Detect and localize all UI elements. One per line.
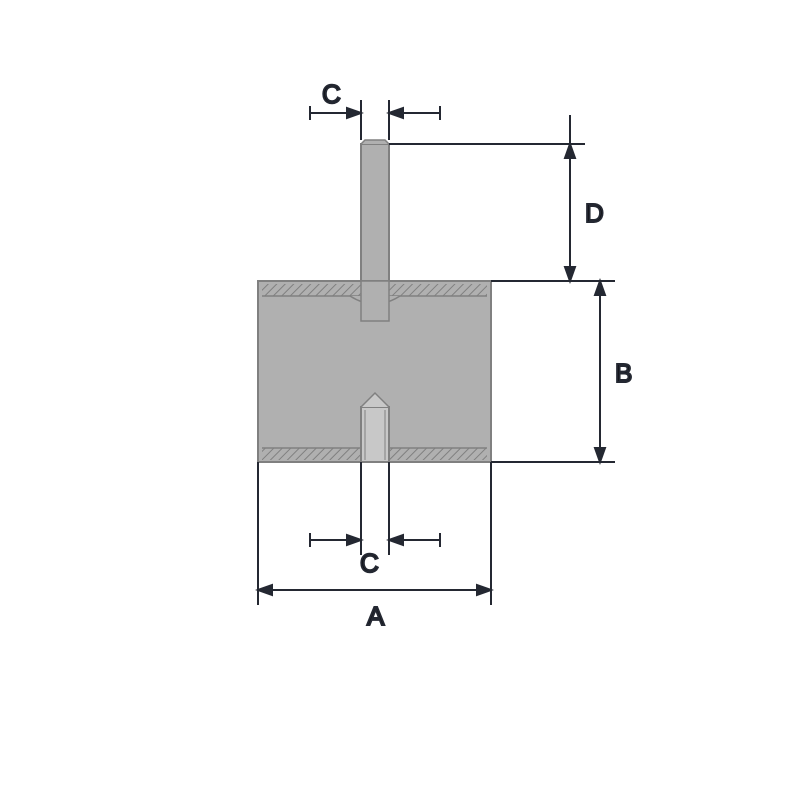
dim-label-b: B	[615, 358, 632, 388]
dim-label-d: D	[585, 198, 604, 228]
engineering-drawing: C D B C A	[0, 0, 800, 800]
dim-label-c-bottom: C	[360, 548, 379, 578]
dim-label-a: A	[367, 601, 385, 631]
dim-label-c-top: C	[322, 79, 341, 109]
top-stud	[361, 144, 389, 281]
